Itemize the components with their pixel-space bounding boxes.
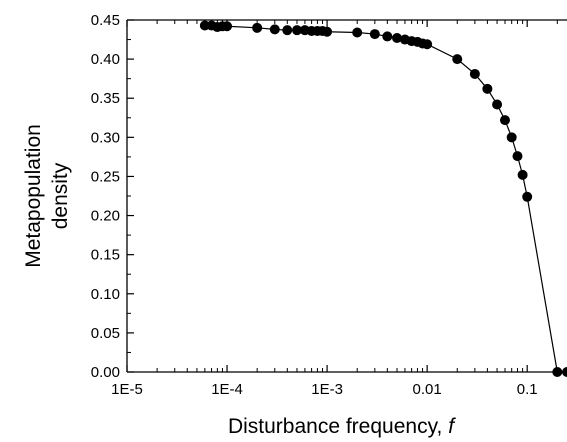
data-point [369, 29, 380, 40]
x-axis-title: Disturbance frequency, f [228, 415, 456, 438]
x-tick-label: 0.1 [517, 381, 538, 398]
x-axis-title-variable: f [448, 415, 456, 438]
plot-frame [126, 19, 567, 373]
data-point [291, 25, 302, 36]
y-tick-label: 0.45 [91, 12, 120, 29]
y-tick-label: 0.25 [91, 168, 120, 185]
y-tick-label: 0.30 [91, 129, 120, 146]
data-point [517, 169, 528, 180]
data-point [482, 83, 493, 94]
y-axis-title-line-2: density [49, 162, 72, 229]
data-point [522, 191, 533, 202]
y-tick-label: 0.05 [91, 325, 120, 342]
x-axis: 1E-5 1E-4 1E-3 0.01 0.1 [111, 20, 558, 398]
y-tick-label: 0.40 [91, 51, 120, 68]
data-point [282, 25, 293, 36]
data-point [499, 115, 510, 126]
data-point [469, 68, 480, 79]
data-point [269, 24, 280, 35]
y-tick-label: 0.15 [91, 247, 120, 264]
series-line-path [204, 24, 567, 373]
y-axis-title-line-1: Metapopulation [22, 124, 45, 268]
y-tick-label: 0.00 [91, 364, 120, 381]
data-point [452, 54, 463, 65]
data-point [506, 132, 517, 143]
data-point [252, 22, 263, 33]
x-tick-label: 1E-4 [211, 381, 243, 398]
data-point [222, 21, 233, 32]
x-tick-label: 1E-5 [111, 381, 143, 398]
data-point [422, 39, 433, 50]
y-tick-label: 0.35 [91, 90, 120, 107]
data-point [512, 151, 523, 162]
x-axis-title-text: Disturbance frequency, [228, 415, 448, 438]
data-point [562, 367, 567, 377]
data-point [552, 367, 563, 377]
data-point [382, 31, 393, 42]
x-tick-label: 1E-3 [311, 381, 343, 398]
data-point [352, 27, 363, 38]
data-point [322, 26, 333, 37]
data-point [392, 32, 403, 43]
y-axis: 0.00 0.05 0.10 0.15 0.20 0.25 0.30 0.35 0.40 0.45 [91, 12, 134, 381]
x-tick-label: 0.01 [413, 381, 442, 398]
data-point [492, 99, 503, 110]
series-markers [199, 20, 567, 377]
series-line [204, 24, 567, 373]
y-tick-label: 0.10 [91, 286, 120, 303]
y-tick-label: 0.20 [91, 208, 120, 225]
